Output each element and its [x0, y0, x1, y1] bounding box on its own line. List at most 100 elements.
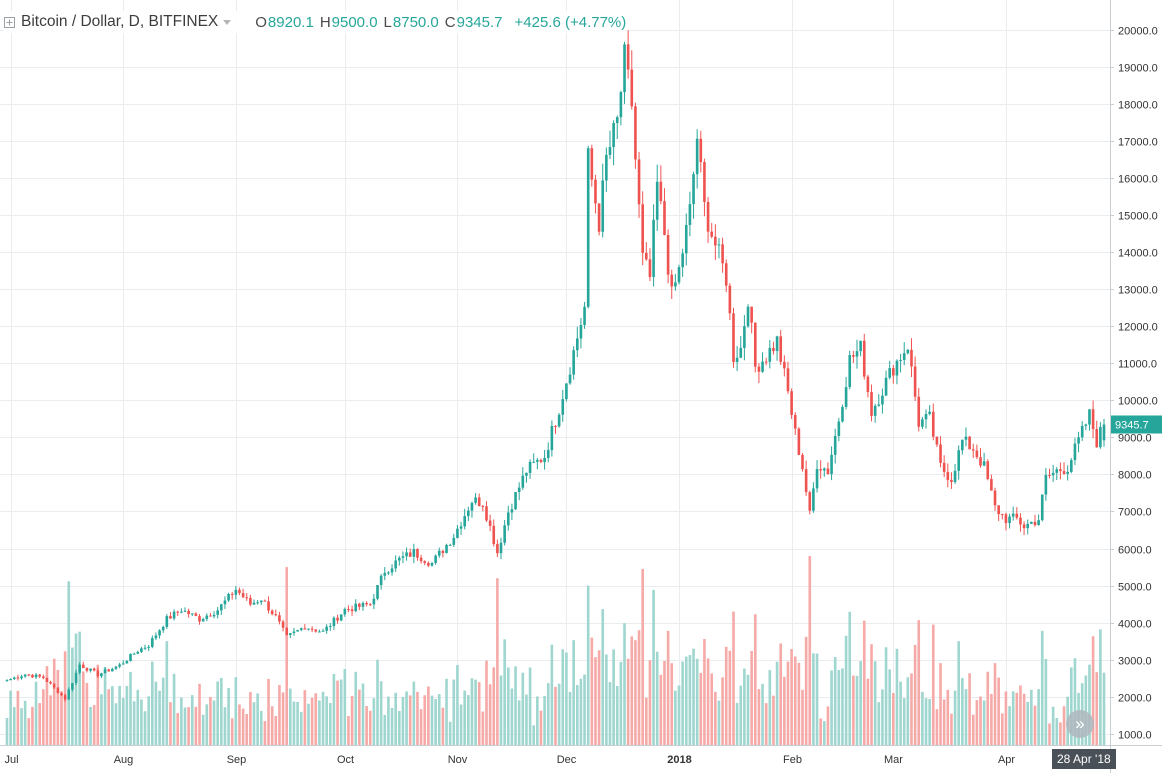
- candle-body[interactable]: [339, 614, 343, 621]
- candle-body[interactable]: [830, 454, 833, 475]
- dropdown-caret-icon[interactable]: [223, 19, 232, 25]
- candle-body[interactable]: [924, 413, 928, 420]
- candle-body[interactable]: [844, 387, 848, 407]
- candle-body[interactable]: [183, 610, 187, 612]
- candle-body[interactable]: [176, 611, 180, 613]
- candle-body[interactable]: [318, 631, 321, 633]
- candle-body[interactable]: [31, 674, 34, 678]
- candle-body[interactable]: [884, 377, 888, 396]
- candle-body[interactable]: [100, 673, 103, 677]
- candle-body[interactable]: [910, 349, 913, 367]
- candle-body[interactable]: [165, 616, 169, 627]
- candle-body[interactable]: [971, 449, 975, 451]
- candle-body[interactable]: [565, 383, 568, 400]
- candle-body[interactable]: [310, 628, 314, 630]
- candle-body[interactable]: [467, 510, 470, 517]
- candle-body[interactable]: [1019, 517, 1022, 525]
- candle-body[interactable]: [724, 263, 728, 286]
- candle-body[interactable]: [790, 391, 793, 415]
- candle-body[interactable]: [554, 425, 557, 427]
- candle-body[interactable]: [888, 368, 891, 378]
- candle-body[interactable]: [670, 274, 674, 287]
- candle-body[interactable]: [143, 647, 147, 649]
- candle-body[interactable]: [939, 444, 942, 463]
- candle-body[interactable]: [423, 561, 427, 563]
- candle-body[interactable]: [434, 555, 437, 564]
- candle-body[interactable]: [1051, 472, 1055, 476]
- candle-body[interactable]: [961, 439, 964, 451]
- candle-body[interactable]: [612, 123, 615, 148]
- candle-body[interactable]: [1070, 460, 1073, 472]
- candle-body[interactable]: [394, 560, 397, 569]
- candle-body[interactable]: [608, 147, 612, 155]
- candle-body[interactable]: [485, 506, 488, 521]
- candle-body[interactable]: [499, 542, 503, 554]
- candle-body[interactable]: [594, 179, 597, 204]
- candle-body[interactable]: [605, 154, 608, 181]
- candle-body[interactable]: [510, 509, 514, 513]
- candle-body[interactable]: [227, 593, 230, 601]
- candle-body[interactable]: [67, 689, 71, 700]
- candle-body[interactable]: [147, 646, 150, 648]
- candle-body[interactable]: [477, 497, 481, 507]
- candle-body[interactable]: [132, 653, 136, 655]
- candle-body[interactable]: [979, 457, 982, 466]
- candle-body[interactable]: [187, 610, 190, 615]
- candle-body[interactable]: [1080, 425, 1084, 438]
- candle-body[interactable]: [194, 613, 198, 617]
- candle-body[interactable]: [42, 676, 45, 678]
- candle-body[interactable]: [561, 399, 565, 415]
- expand-square-icon[interactable]: [4, 16, 15, 28]
- candle-body[interactable]: [528, 461, 532, 473]
- candle-body[interactable]: [285, 627, 289, 635]
- candle-body[interactable]: [401, 556, 405, 558]
- candle-body[interactable]: [354, 603, 358, 612]
- candle-body[interactable]: [270, 610, 274, 615]
- candle-body[interactable]: [34, 674, 38, 678]
- candle-body[interactable]: [521, 475, 525, 488]
- candle-body[interactable]: [459, 526, 463, 529]
- candle-body[interactable]: [536, 459, 539, 462]
- candle-body[interactable]: [645, 252, 648, 260]
- candle-body[interactable]: [383, 572, 387, 576]
- candle-body[interactable]: [441, 550, 445, 554]
- candle-body[interactable]: [230, 593, 234, 595]
- candle-body[interactable]: [1030, 521, 1033, 524]
- candle-body[interactable]: [630, 69, 634, 107]
- candle-body[interactable]: [514, 492, 517, 510]
- candle-body[interactable]: [674, 282, 677, 287]
- candle-body[interactable]: [779, 336, 783, 362]
- candle-body[interactable]: [169, 616, 172, 619]
- candle-body[interactable]: [517, 487, 521, 492]
- candle-body[interactable]: [274, 614, 278, 616]
- candle-body[interactable]: [623, 44, 626, 93]
- candle-body[interactable]: [470, 502, 474, 511]
- candle-body[interactable]: [463, 516, 466, 527]
- candle-body[interactable]: [412, 549, 416, 557]
- candle-body[interactable]: [688, 204, 692, 225]
- candle-body[interactable]: [706, 201, 710, 232]
- candle-body[interactable]: [812, 488, 815, 511]
- candle-body[interactable]: [539, 459, 543, 463]
- candle-body[interactable]: [358, 603, 361, 607]
- candle-body[interactable]: [681, 253, 684, 268]
- candle-body[interactable]: [957, 450, 961, 471]
- candle-body[interactable]: [601, 180, 605, 232]
- candle-body[interactable]: [913, 366, 917, 397]
- candle-body[interactable]: [855, 351, 859, 357]
- candle-body[interactable]: [481, 506, 485, 508]
- candle-body[interactable]: [895, 360, 899, 376]
- candle-body[interactable]: [677, 267, 681, 283]
- candle-body[interactable]: [78, 664, 81, 673]
- candle-body[interactable]: [361, 602, 365, 607]
- candle-body[interactable]: [390, 568, 394, 573]
- candle-body[interactable]: [398, 557, 401, 561]
- candle-body[interactable]: [5, 680, 9, 682]
- candle-body[interactable]: [314, 629, 318, 632]
- candle-body[interactable]: [793, 414, 797, 429]
- candle-body[interactable]: [852, 355, 855, 357]
- candle-body[interactable]: [456, 528, 459, 538]
- candle-body[interactable]: [216, 610, 219, 615]
- candle-body[interactable]: [753, 322, 757, 367]
- candle-body[interactable]: [808, 492, 812, 511]
